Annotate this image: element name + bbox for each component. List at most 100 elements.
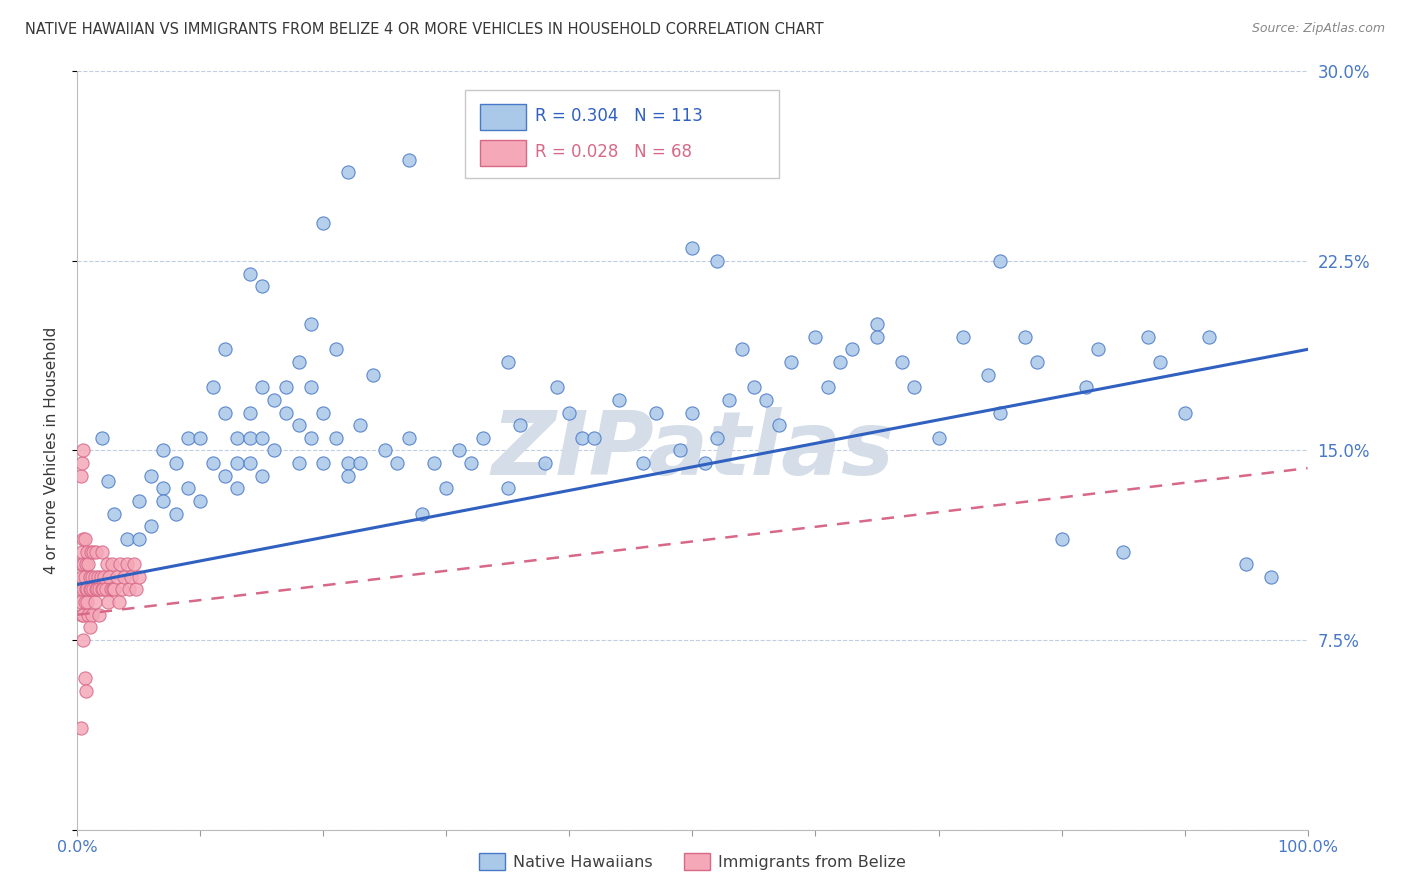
Point bbox=[89, 607, 111, 622]
Point bbox=[239, 431, 262, 445]
Point bbox=[75, 582, 97, 597]
Point bbox=[890, 355, 912, 369]
Point bbox=[75, 683, 97, 698]
Point bbox=[276, 380, 298, 394]
Point bbox=[239, 267, 262, 281]
Point bbox=[817, 380, 839, 394]
Point bbox=[79, 582, 101, 597]
Point bbox=[472, 431, 495, 445]
Point bbox=[115, 532, 138, 546]
Point bbox=[103, 507, 125, 521]
Point bbox=[79, 570, 101, 584]
Point bbox=[693, 456, 716, 470]
Point bbox=[72, 532, 94, 546]
Text: R = 0.304   N = 113: R = 0.304 N = 113 bbox=[536, 107, 703, 125]
Text: R = 0.028   N = 68: R = 0.028 N = 68 bbox=[536, 144, 692, 161]
FancyBboxPatch shape bbox=[465, 90, 779, 178]
Point bbox=[288, 355, 311, 369]
Point bbox=[83, 570, 105, 584]
Point bbox=[80, 544, 103, 558]
Point bbox=[644, 405, 666, 420]
Point bbox=[1026, 355, 1049, 369]
Text: Source: ZipAtlas.com: Source: ZipAtlas.com bbox=[1251, 22, 1385, 36]
Point bbox=[70, 607, 93, 622]
Point bbox=[755, 392, 778, 407]
Point bbox=[97, 474, 120, 488]
Point bbox=[118, 582, 141, 597]
Point bbox=[928, 431, 950, 445]
Point bbox=[177, 482, 200, 496]
Point bbox=[72, 443, 94, 458]
Point bbox=[398, 153, 420, 167]
Y-axis label: 4 or more Vehicles in Household: 4 or more Vehicles in Household bbox=[44, 326, 59, 574]
Point bbox=[496, 355, 519, 369]
Point bbox=[1260, 570, 1282, 584]
Point bbox=[325, 431, 347, 445]
Point bbox=[571, 431, 593, 445]
Point bbox=[70, 544, 93, 558]
Point bbox=[1112, 544, 1135, 558]
Point bbox=[98, 570, 121, 584]
Point bbox=[804, 330, 827, 344]
Point bbox=[121, 570, 143, 584]
Point bbox=[101, 557, 124, 572]
Point bbox=[263, 443, 285, 458]
Point bbox=[87, 570, 110, 584]
Point bbox=[89, 582, 111, 597]
Point bbox=[682, 405, 704, 420]
Point bbox=[76, 595, 98, 609]
Point bbox=[988, 253, 1011, 268]
Point bbox=[79, 620, 101, 634]
Point bbox=[69, 582, 91, 597]
Point bbox=[72, 633, 94, 648]
Point bbox=[1234, 557, 1257, 572]
Point bbox=[70, 595, 93, 609]
Text: ZIPatlas: ZIPatlas bbox=[491, 407, 894, 494]
Point bbox=[82, 570, 104, 584]
FancyBboxPatch shape bbox=[479, 140, 526, 166]
Point bbox=[77, 557, 100, 572]
Point bbox=[188, 431, 212, 445]
Point bbox=[93, 570, 115, 584]
Point bbox=[276, 405, 298, 420]
Point bbox=[830, 355, 852, 369]
Point bbox=[299, 317, 322, 331]
Point bbox=[226, 431, 249, 445]
Point bbox=[385, 456, 409, 470]
Point bbox=[84, 582, 107, 597]
Text: NATIVE HAWAIIAN VS IMMIGRANTS FROM BELIZE 4 OR MORE VEHICLES IN HOUSEHOLD CORREL: NATIVE HAWAIIAN VS IMMIGRANTS FROM BELIZ… bbox=[25, 22, 824, 37]
Point bbox=[731, 343, 754, 357]
Point bbox=[73, 570, 96, 584]
Point bbox=[460, 456, 482, 470]
Point bbox=[288, 418, 311, 433]
Point bbox=[250, 431, 273, 445]
Point bbox=[125, 582, 148, 597]
Point bbox=[70, 468, 93, 483]
Point bbox=[141, 519, 163, 533]
Point bbox=[214, 343, 236, 357]
Point bbox=[101, 582, 124, 597]
Point bbox=[1198, 330, 1220, 344]
Point bbox=[583, 431, 606, 445]
Point bbox=[122, 557, 145, 572]
Point bbox=[82, 607, 104, 622]
Point bbox=[337, 165, 360, 179]
Point bbox=[1076, 380, 1098, 394]
Point bbox=[768, 418, 790, 433]
Point bbox=[546, 380, 568, 394]
FancyBboxPatch shape bbox=[479, 104, 526, 129]
Point bbox=[73, 595, 96, 609]
Point bbox=[299, 380, 322, 394]
Point bbox=[325, 343, 347, 357]
Point bbox=[82, 582, 104, 597]
Point bbox=[72, 582, 94, 597]
Point bbox=[128, 532, 150, 546]
Point bbox=[165, 456, 187, 470]
Legend: Native Hawaiians, Immigrants from Belize: Native Hawaiians, Immigrants from Belize bbox=[472, 847, 912, 876]
Point bbox=[72, 557, 94, 572]
Point bbox=[349, 418, 371, 433]
Point bbox=[201, 380, 224, 394]
Point bbox=[103, 582, 125, 597]
Point bbox=[90, 570, 112, 584]
Point bbox=[76, 544, 98, 558]
